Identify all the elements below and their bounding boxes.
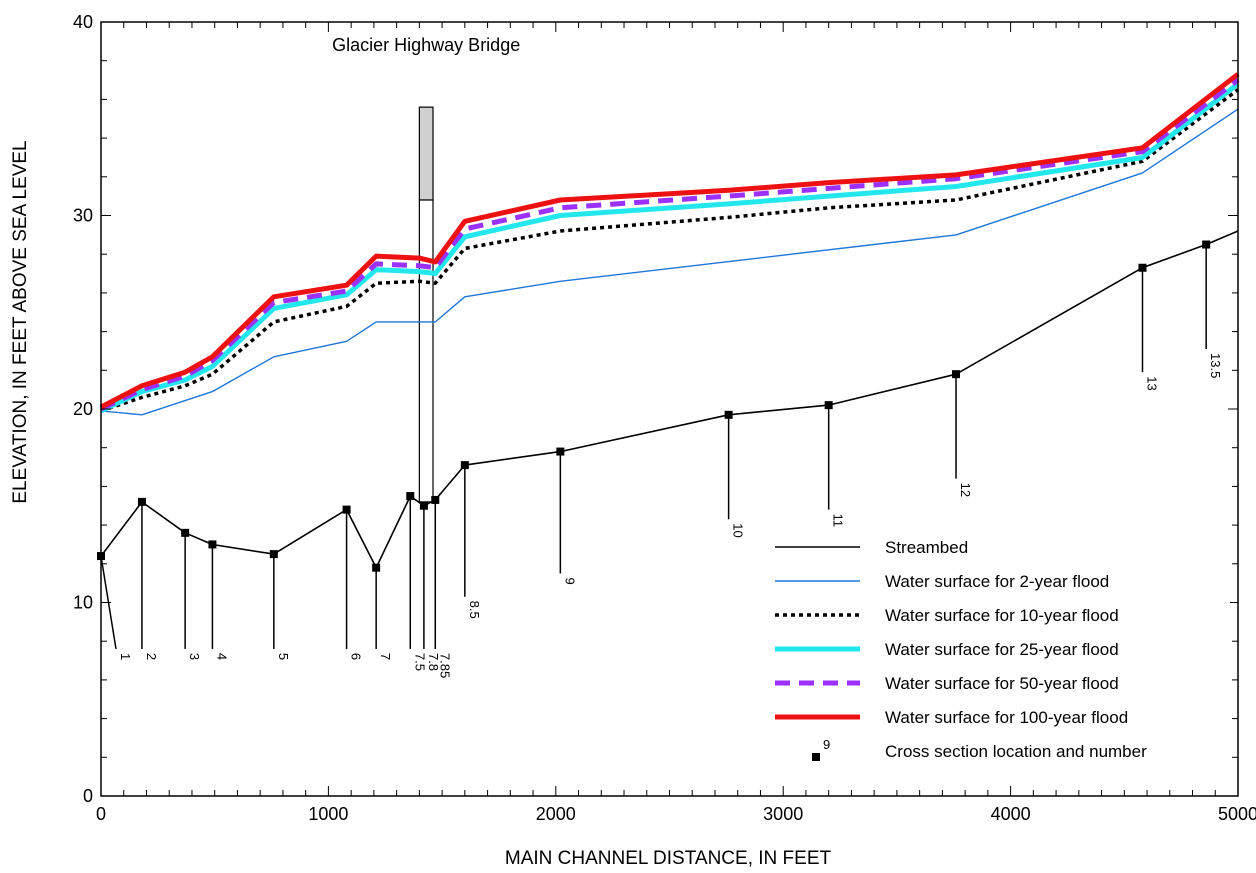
series-line-streambed bbox=[100, 230, 1239, 569]
series-line-water-surface-for-2-year-flood bbox=[100, 108, 1239, 416]
cross-section-label: 13.5 bbox=[1208, 353, 1223, 378]
cross-section-marker bbox=[406, 492, 415, 501]
cross-section-label: 8.5 bbox=[467, 601, 482, 619]
cross-section-label: 7 bbox=[378, 653, 393, 660]
cross-section-label: 2 bbox=[144, 653, 159, 660]
x-tick-label: 0 bbox=[96, 804, 106, 824]
legend-entry: Streambed bbox=[885, 538, 968, 557]
cross-section-label: 12 bbox=[958, 483, 973, 497]
y-tick-label: 10 bbox=[73, 593, 93, 613]
cross-section-marker bbox=[181, 528, 190, 537]
cross-section-label: 4 bbox=[214, 653, 229, 660]
cross-section-marker bbox=[372, 563, 381, 572]
cross-section-marker bbox=[824, 401, 833, 410]
cross-section-label: 7.8 bbox=[426, 653, 441, 671]
legend-marker bbox=[812, 753, 820, 761]
cross-section-marker bbox=[419, 501, 428, 510]
cross-section-label: 7.85 bbox=[437, 653, 452, 678]
legend-entry: Water surface for 100-year flood bbox=[885, 708, 1128, 727]
cross-section-marker bbox=[208, 540, 217, 549]
series-line-water-surface-for-50-year-flood bbox=[99, 77, 1240, 412]
cross-section-label: 6 bbox=[349, 653, 364, 660]
legend-entry: Water surface for 10-year flood bbox=[885, 606, 1119, 625]
cross-section-label: 1 bbox=[118, 653, 133, 660]
x-tick-label: 4000 bbox=[991, 804, 1031, 824]
x-tick-label: 3000 bbox=[763, 804, 803, 824]
cross-section-label: 13 bbox=[1144, 376, 1159, 390]
cross-section-label: 10 bbox=[731, 523, 746, 537]
bridge-deck bbox=[418, 106, 434, 201]
legend: Streambed Water surface for 2-year flood W… bbox=[760, 528, 1230, 772]
axis-ticks bbox=[100, 21, 1239, 797]
legend-entry: Cross section location and number bbox=[885, 742, 1147, 761]
cross-section-label: 3 bbox=[187, 653, 202, 660]
cross-section-marker bbox=[952, 370, 961, 379]
cross-section-label: 11 bbox=[831, 514, 846, 528]
legend-marker-label: 9 bbox=[823, 737, 830, 752]
series-line-water-surface-for-10-year-flood bbox=[100, 88, 1240, 413]
cross-section-marker bbox=[1202, 240, 1211, 249]
y-tick-label: 20 bbox=[73, 399, 93, 419]
bridge-opening bbox=[418, 199, 434, 503]
x-tick-label: 2000 bbox=[536, 804, 576, 824]
series-lines bbox=[99, 72, 1240, 569]
y-tick-label: 30 bbox=[73, 206, 93, 226]
legend-entry: Water surface for 2-year flood bbox=[885, 572, 1109, 591]
bridge-structure bbox=[418, 106, 434, 503]
y-axis-title: ELEVATION, IN FEET ABOVE SEA LEVEL bbox=[10, 140, 31, 503]
cross-section-marker bbox=[460, 461, 469, 470]
y-tick-label: 0 bbox=[83, 786, 93, 806]
legend-entry: Water surface for 25-year flood bbox=[885, 640, 1119, 659]
series-line-water-surface-for-25-year-flood bbox=[99, 81, 1240, 414]
cross-section-marker bbox=[342, 505, 351, 514]
cross-section-label: 5 bbox=[276, 653, 291, 660]
cross-section-label: 9 bbox=[562, 577, 577, 584]
tick-labels: 0 1000 2000 3000 4000 5000 0 10 20 30 40 bbox=[73, 12, 1256, 824]
cross-section-marker bbox=[269, 550, 278, 559]
bridge-annotation: Glacier Highway Bridge bbox=[332, 35, 520, 55]
cross-section-label: 7.5 bbox=[412, 653, 427, 671]
cross-section-marker bbox=[1138, 263, 1147, 272]
y-tick-label: 40 bbox=[73, 12, 93, 32]
x-axis-title: MAIN CHANNEL DISTANCE, IN FEET bbox=[505, 848, 832, 869]
cross-section-marker bbox=[431, 495, 440, 504]
cross-section-marker bbox=[724, 410, 733, 419]
x-tick-label: 1000 bbox=[308, 804, 348, 824]
legend-entry: Water surface for 50-year flood bbox=[885, 674, 1119, 693]
series-line-water-surface-for-100-year-flood bbox=[99, 72, 1240, 410]
cross-section-marker bbox=[556, 447, 565, 456]
cross-section-marker bbox=[137, 497, 146, 506]
x-tick-label: 5000 bbox=[1218, 804, 1256, 824]
